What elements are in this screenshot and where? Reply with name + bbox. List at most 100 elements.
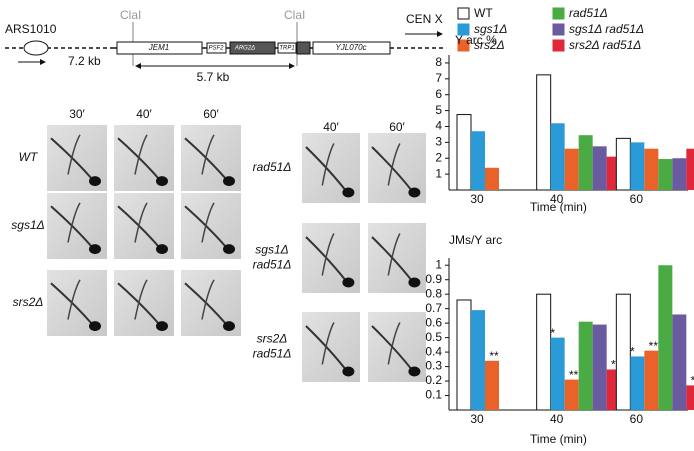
legend-swatch bbox=[457, 23, 470, 36]
gel-spot bbox=[223, 321, 235, 332]
gel-spot bbox=[156, 244, 168, 255]
x-tick-label: 30 bbox=[470, 192, 484, 206]
bar bbox=[578, 135, 593, 190]
bar bbox=[686, 385, 694, 410]
bar bbox=[615, 293, 631, 411]
bar bbox=[658, 265, 673, 410]
origin-mark bbox=[23, 40, 49, 56]
y-tick-label: 0.3 bbox=[425, 359, 442, 373]
gene-label: YJL070c bbox=[335, 43, 366, 52]
gel-arc bbox=[321, 143, 335, 186]
bar bbox=[592, 324, 607, 410]
strain-label: srs2Δ bbox=[257, 332, 288, 346]
y-tick-label: 2 bbox=[435, 150, 442, 164]
gel-arc bbox=[321, 322, 335, 365]
legend-label: sgs1Δ rad51Δ bbox=[569, 22, 644, 36]
bar bbox=[485, 360, 499, 410]
gene-label: JEM1 bbox=[148, 43, 169, 52]
gene-box bbox=[277, 42, 297, 54]
bar bbox=[630, 356, 645, 410]
strain-label: srs2Δ bbox=[13, 295, 44, 309]
bar bbox=[485, 167, 499, 190]
bar bbox=[550, 123, 565, 190]
gel-arc bbox=[134, 202, 148, 243]
x-tick-label: 30 bbox=[470, 412, 484, 426]
significance-label: ** bbox=[611, 358, 621, 372]
legend-swatch bbox=[457, 7, 470, 20]
bar bbox=[644, 148, 659, 190]
y-tick-label: 0.2 bbox=[425, 373, 442, 387]
significance-label: ** bbox=[569, 368, 579, 382]
y-tick-label: 5 bbox=[435, 103, 442, 117]
bar bbox=[658, 159, 673, 190]
gene-box bbox=[312, 41, 391, 55]
bar bbox=[471, 310, 485, 410]
gel-spot bbox=[408, 187, 421, 198]
y-tick-label: 6 bbox=[435, 87, 442, 101]
legend-swatch bbox=[457, 39, 470, 52]
x-tick-label: 40 bbox=[550, 412, 564, 426]
axis-title: Time (min) bbox=[530, 200, 587, 214]
gel-spot bbox=[89, 244, 101, 255]
gel-arc bbox=[201, 134, 215, 175]
gel-arc bbox=[387, 322, 401, 365]
gel-arc bbox=[321, 233, 335, 276]
legend-label: WT bbox=[474, 6, 493, 20]
y-tick-label: 0.7 bbox=[425, 301, 442, 315]
bar bbox=[564, 379, 579, 410]
legend-label: srs2Δ rad51Δ bbox=[569, 38, 641, 52]
y-tick-label: 8 bbox=[435, 55, 442, 69]
bar bbox=[550, 337, 565, 410]
gel-arc bbox=[201, 279, 215, 320]
centromere-label: CEN X bbox=[406, 12, 443, 26]
bar bbox=[456, 114, 472, 191]
y-tick-label: 0.9 bbox=[425, 272, 442, 286]
bar bbox=[630, 142, 645, 190]
axis-title: Y arc % bbox=[455, 33, 497, 47]
schematic: ARS1010 7.2 kb ClaI ClaI JEM1 PSF2 ARG2Δ… bbox=[5, 8, 445, 84]
y-tick-label: 1 bbox=[435, 166, 442, 180]
bar bbox=[672, 158, 687, 190]
gel-spot bbox=[89, 321, 101, 332]
bar bbox=[615, 137, 631, 191]
bar bbox=[644, 350, 659, 410]
time-label: 40′ bbox=[323, 120, 339, 134]
bar bbox=[536, 293, 552, 411]
legend-swatch bbox=[552, 23, 565, 36]
time-label: 40′ bbox=[136, 107, 152, 121]
site-label: ClaI bbox=[120, 8, 141, 22]
gel-spot bbox=[223, 176, 235, 187]
gel-arc bbox=[67, 279, 81, 320]
legend: WT sgs1Δ srs2Δ rad51Δ sgs1Δ rad51Δ srs2Δ rad5… bbox=[457, 6, 644, 52]
legend-swatch bbox=[552, 7, 565, 20]
x-tick-label: 40 bbox=[550, 192, 564, 206]
distance-label: 7.2 kb bbox=[68, 54, 101, 68]
x-tick-label: 60 bbox=[630, 412, 644, 426]
y-tick-label: 0.8 bbox=[425, 286, 442, 300]
gel-arc bbox=[387, 143, 401, 186]
axis-title: Time (min) bbox=[530, 432, 587, 446]
legend-swatch bbox=[552, 39, 565, 52]
time-label: 30′ bbox=[69, 107, 85, 121]
y-tick-label: 0.4 bbox=[425, 344, 442, 358]
bar bbox=[564, 148, 579, 190]
legend-label: sgs1Δ bbox=[474, 22, 507, 36]
y-tick-label: 3 bbox=[435, 135, 442, 149]
y-tick-label: 4 bbox=[435, 119, 442, 133]
x-tick-label: 60 bbox=[630, 192, 644, 206]
significance-label: ** bbox=[489, 349, 499, 363]
strain-label: rad51Δ bbox=[253, 347, 292, 361]
gel-arc bbox=[67, 202, 81, 243]
gel-spot bbox=[223, 244, 235, 255]
significance-label: ** bbox=[649, 339, 659, 353]
strain-label: rad51Δ bbox=[253, 160, 292, 174]
strain-label: sgs1Δ bbox=[255, 243, 288, 257]
gel-spot bbox=[342, 187, 355, 198]
y-tick-label: 0.1 bbox=[425, 388, 442, 402]
gel-spot bbox=[342, 366, 355, 377]
y-tick-label: 7 bbox=[435, 71, 442, 85]
bar bbox=[471, 131, 485, 190]
origin-label: ARS1010 bbox=[5, 22, 57, 36]
